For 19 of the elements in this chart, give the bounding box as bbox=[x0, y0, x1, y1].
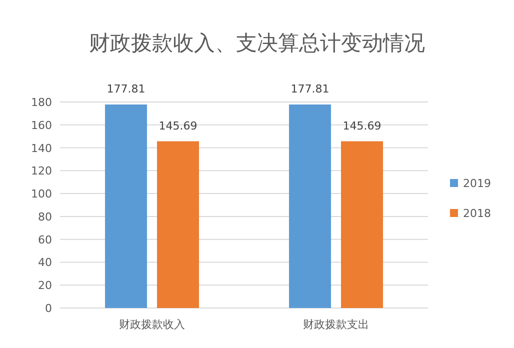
x-tick-label: 财政拨款收入 bbox=[119, 318, 185, 331]
legend-label: 2018 bbox=[463, 207, 491, 220]
y-tick-label: 160 bbox=[31, 118, 52, 132]
data-label: 145.69 bbox=[158, 119, 198, 132]
y-tick-label: 100 bbox=[31, 188, 52, 201]
data-label: 145.69 bbox=[342, 119, 382, 132]
y-tick-label: 120 bbox=[31, 164, 52, 178]
chart-title: 财政拨款收入、支决算总计变动情况 bbox=[89, 31, 425, 55]
legend-label: 2019 bbox=[463, 177, 491, 190]
y-tick-label: 20 bbox=[38, 279, 52, 292]
y-tick-label: 140 bbox=[31, 142, 52, 155]
y-tick-label: 180 bbox=[31, 96, 52, 109]
x-tick-label: 财政拨款支出 bbox=[303, 318, 369, 331]
data-label: 177.81 bbox=[106, 82, 146, 96]
y-tick-label: 80 bbox=[38, 210, 52, 224]
y-tick-label: 40 bbox=[38, 256, 52, 270]
y-tick-label: 60 bbox=[38, 233, 52, 246]
y-tick-label: 0 bbox=[45, 302, 52, 315]
data-label: 177.81 bbox=[290, 82, 330, 96]
